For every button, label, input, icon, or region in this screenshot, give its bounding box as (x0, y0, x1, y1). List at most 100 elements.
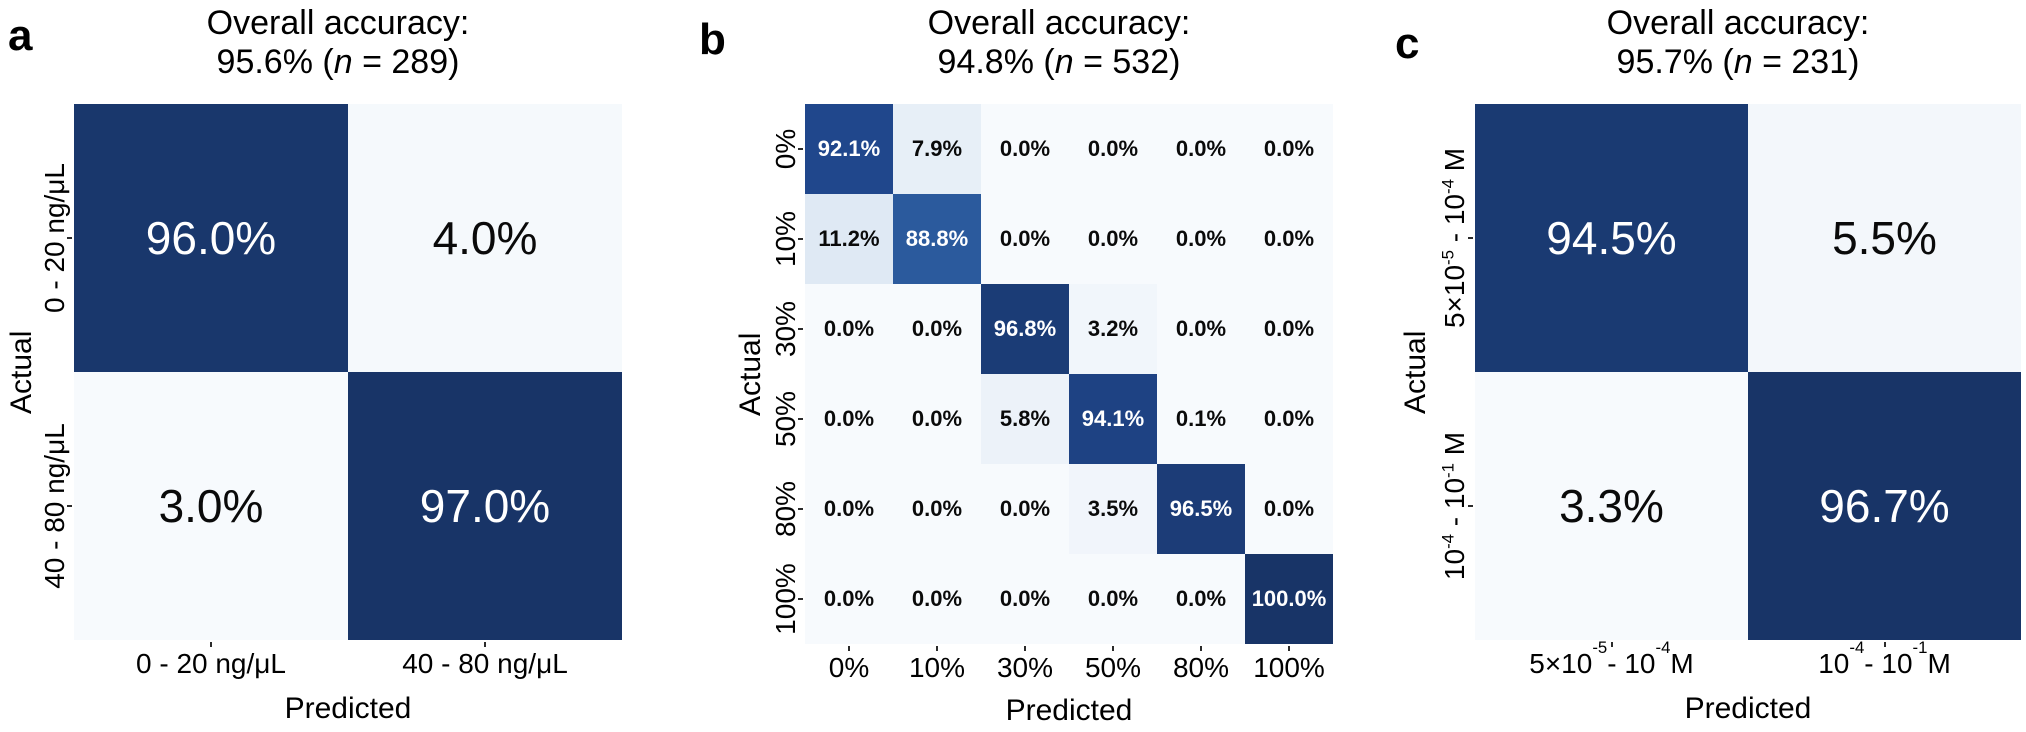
x-tick-mark (1200, 646, 1202, 651)
col-label: 0% (828, 652, 870, 683)
panel-title-line1: Overall accuracy: (1606, 4, 1870, 42)
matrix-cell-r6c4: 0.0% (1069, 554, 1157, 644)
col-label: 5×10 -5 - 10 -4 M (1529, 638, 1694, 679)
panel-title-line2: 95.6% (n = 289) (54, 43, 622, 82)
matrix-cell-r2c2: 97.0% (348, 372, 622, 640)
matrix-cell-r5c6: 0.0% (1245, 464, 1333, 554)
matrix-cell-r1c2: 5.5% (1748, 104, 2021, 372)
superscript: -4 (1438, 179, 1458, 194)
panel-label-a: a (8, 11, 33, 60)
matrix-cell-r2c4: 0.0% (1069, 194, 1157, 284)
title-n-value: = 231) (1752, 43, 1860, 82)
matrix-cell-r1c2: 4.0% (348, 104, 622, 372)
matrix-cell-r6c6: 100.0% (1245, 554, 1333, 644)
x-axis-label: Predicted (284, 692, 412, 725)
matrix-cell-r1c2: 7.9% (893, 104, 981, 194)
matrix-cell-r2c3: 0.0% (981, 194, 1069, 284)
superscript: -4 (1438, 533, 1458, 549)
matrix-cell-r2c2: 96.7% (1748, 372, 2021, 640)
heatmap-matrix: 94.5% 5.5% 3.3% 96.7% (1475, 104, 2021, 640)
x-tick-mark (1288, 646, 1290, 651)
x-tick-mark (210, 642, 212, 647)
matrix-cell-r4c5: 0.1% (1157, 374, 1245, 464)
matrix-cell-r4c2: 0.0% (893, 374, 981, 464)
matrix-cell-r3c1: 0.0% (805, 284, 893, 374)
panel-label-b: b (699, 15, 726, 64)
title-accuracy-value: 95.7% ( (1616, 43, 1734, 82)
matrix-cell-r4c4: 94.1% (1069, 374, 1157, 464)
matrix-cell-r1c1: 92.1% (805, 104, 893, 194)
matrix-cell-r2c5: 0.0% (1157, 194, 1245, 284)
col-label: 40 - 80 ng/μL (402, 648, 568, 679)
title-n-value: = 532) (1073, 43, 1181, 82)
superscript: -5 (1438, 250, 1458, 265)
x-tick-mark (1024, 646, 1026, 651)
panel-title-line2: 94.8% (n = 532) (785, 43, 1333, 82)
matrix-cell-r5c4: 3.5% (1069, 464, 1157, 554)
matrix-cell-r3c2: 0.0% (893, 284, 981, 374)
matrix-cell-r6c1: 0.0% (805, 554, 893, 644)
col-tick-labels: 5×10 -5 - 10 -4 M 10 -4 - 10 -1 M (1475, 638, 2021, 686)
col-label: 0 - 20 ng/μL (135, 648, 286, 679)
col-label: 80% (1172, 652, 1230, 683)
matrix-cell-r2c1: 3.0% (74, 372, 348, 640)
title-n-symbol: n (1733, 43, 1753, 82)
superscript: -1 (1438, 463, 1458, 478)
panel-title: Overall accuracy: 94.8% (n = 532) (785, 4, 1333, 83)
matrix-cell-r6c5: 0.0% (1157, 554, 1245, 644)
panel-title: Overall accuracy: 95.6% (n = 289) (54, 4, 622, 83)
matrix-cell-r1c6: 0.0% (1245, 104, 1333, 194)
heatmap-matrix: 96.0% 4.0% 3.0% 97.0% (74, 104, 622, 640)
matrix-cell-r2c2: 88.8% (893, 194, 981, 284)
y-tick-mark (798, 238, 803, 240)
col-label: 50% (1084, 652, 1142, 683)
x-tick-mark (1883, 642, 1886, 647)
x-tick-mark (484, 642, 486, 647)
heatmap-matrix: 92.1% 7.9% 0.0% 0.0% 0.0% 0.0% 11.2% 88.8% 0.0% 0… (805, 104, 1333, 644)
panel-title-line1: Overall accuracy: (206, 4, 470, 42)
y-axis-label: Actual (1399, 330, 1432, 414)
x-tick-mark (848, 646, 850, 651)
matrix-cell-r5c5: 96.5% (1157, 464, 1245, 554)
row-tick-labels: 5×10-5 - 10-4 M 10-4 - 10-1 M (1436, 104, 1474, 640)
title-n-value: = 289) (352, 43, 460, 82)
col-label: 30% (996, 652, 1054, 683)
matrix-cell-r1c1: 94.5% (1475, 104, 1748, 372)
col-tick-labels: 0 - 20 ng/μL 40 - 80 ng/μL (74, 648, 622, 686)
matrix-cell-r1c5: 0.0% (1157, 104, 1245, 194)
col-label: 100% (1253, 652, 1325, 683)
matrix-cell-r3c3: 96.8% (981, 284, 1069, 374)
matrix-cell-r3c5: 0.0% (1157, 284, 1245, 374)
panel-title-line1: Overall accuracy: (927, 4, 1191, 42)
x-tick-mark (1610, 642, 1613, 647)
matrix-cell-r4c1: 0.0% (805, 374, 893, 464)
matrix-cell-r3c6: 0.0% (1245, 284, 1333, 374)
col-tick-labels: 0% 10% 30% 50% 80% 100% (805, 652, 1333, 690)
matrix-cell-r5c3: 0.0% (981, 464, 1069, 554)
matrix-cell-r2c1: 11.2% (805, 194, 893, 284)
title-n-symbol: n (1054, 43, 1074, 82)
matrix-cell-r4c3: 5.8% (981, 374, 1069, 464)
col-label: 10% (908, 652, 966, 683)
title-accuracy-value: 95.6% ( (216, 43, 334, 82)
y-tick-mark (798, 328, 803, 330)
x-axis-label: Predicted (1005, 694, 1133, 727)
x-tick-mark (936, 646, 938, 651)
y-tick-mark (67, 505, 72, 507)
matrix-cell-r6c2: 0.0% (893, 554, 981, 644)
y-tick-mark (1468, 505, 1473, 507)
col-label: 10 -4 - 10 -1 M (1818, 638, 1951, 679)
matrix-cell-r1c1: 96.0% (74, 104, 348, 372)
matrix-cell-r1c4: 0.0% (1069, 104, 1157, 194)
y-tick-mark (798, 508, 803, 510)
row-label-text: 5×10-5 - 10-4 M (1438, 147, 1470, 329)
matrix-cell-r1c3: 0.0% (981, 104, 1069, 194)
x-axis-label: Predicted (1684, 692, 1812, 725)
matrix-cell-r2c1: 3.3% (1475, 372, 1748, 640)
title-n-symbol: n (333, 43, 353, 82)
panel-title: Overall accuracy: 95.7% (n = 231) (1455, 4, 2021, 83)
